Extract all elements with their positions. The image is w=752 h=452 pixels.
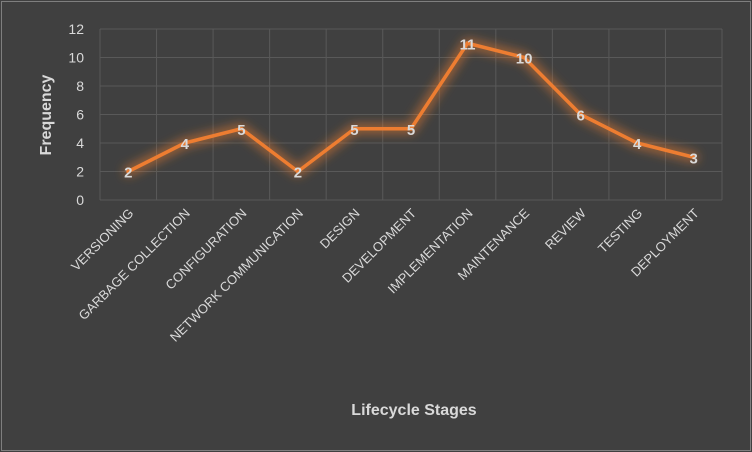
- x-axis-title: Lifecycle Stages: [351, 402, 477, 419]
- data-point: [239, 126, 244, 131]
- y-tick-label: 4: [76, 135, 84, 151]
- x-tick-label: GARBAGE COLLECTION: [76, 206, 193, 323]
- y-tick-label: 6: [76, 107, 84, 123]
- data-label: 6: [576, 108, 584, 125]
- data-point: [352, 126, 357, 131]
- y-tick-label: 8: [76, 78, 84, 94]
- data-label: 2: [124, 165, 132, 182]
- data-label: 4: [633, 136, 642, 153]
- y-axis-ticks: 0 2 4 6 8 10 12: [68, 21, 84, 208]
- data-label: 2: [294, 165, 302, 182]
- data-label: 3: [690, 150, 698, 167]
- data-label: 5: [237, 122, 245, 139]
- data-point: [409, 126, 413, 131]
- data-point: [182, 141, 187, 145]
- data-point: [295, 169, 300, 174]
- data-point: [578, 112, 583, 117]
- x-tick-label: REVIEW: [542, 205, 589, 252]
- x-tick-label: DESIGN: [317, 206, 363, 252]
- data-point: [465, 41, 470, 46]
- data-label: 5: [407, 122, 415, 139]
- series-frequency: [123, 38, 699, 177]
- y-tick-label: 12: [68, 21, 84, 37]
- data-point: [691, 155, 696, 160]
- data-label: 10: [516, 51, 533, 68]
- data-labels: 2 4 5 2 5 5 11 10 6 4 3: [124, 36, 698, 181]
- y-tick-label: 2: [76, 164, 84, 180]
- data-point: [522, 55, 527, 60]
- x-tick-label: TESTING: [595, 206, 645, 256]
- data-label: 5: [350, 122, 358, 139]
- data-label: 11: [460, 36, 476, 53]
- y-axis-title: Frequency: [38, 74, 55, 155]
- gridlines: [99, 28, 723, 201]
- y-tick-label: 10: [68, 50, 84, 66]
- y-tick-label: 0: [76, 192, 84, 208]
- data-point: [126, 169, 131, 174]
- data-point: [635, 141, 640, 145]
- data-label: 4: [181, 136, 190, 153]
